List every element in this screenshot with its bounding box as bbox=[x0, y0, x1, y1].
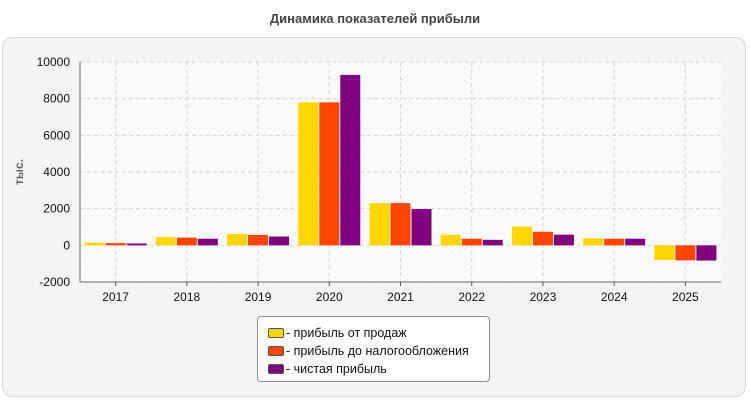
legend-swatch-pretax bbox=[268, 346, 284, 356]
bar-2018-series-2 bbox=[176, 237, 197, 246]
bar-2023-series-1 bbox=[511, 226, 532, 246]
bar-2025-series-1 bbox=[654, 245, 675, 260]
bar-2023-series-3 bbox=[553, 234, 574, 246]
bar-2021-series-2 bbox=[390, 203, 411, 246]
bar-2017-series-1 bbox=[84, 242, 105, 246]
chart-panel: -2000 0 2000 4000 6000 8000 10000 2017 2018 2019 2… bbox=[2, 37, 746, 397]
bar-2020-series-2 bbox=[319, 102, 340, 246]
bar-2021-series-3 bbox=[411, 209, 432, 246]
bar-2019-series-3 bbox=[269, 236, 290, 246]
bar-2020-series-3 bbox=[340, 74, 361, 246]
x-tick-label: 2022 bbox=[458, 290, 485, 304]
x-tick-label: 2019 bbox=[245, 290, 272, 304]
y-tick-label: 10000 bbox=[37, 55, 71, 69]
plot-background bbox=[80, 62, 721, 282]
bar-2020-series-1 bbox=[298, 102, 319, 246]
bar-2024-series-1 bbox=[583, 238, 604, 246]
bar-2022-series-2 bbox=[461, 238, 482, 246]
legend-item-sales: - прибыль от продаж bbox=[268, 324, 489, 342]
legend-label-pretax: - прибыль до налогообложения bbox=[286, 344, 469, 358]
y-tick-label: 4000 bbox=[43, 165, 70, 179]
bar-2022-series-1 bbox=[440, 234, 461, 246]
legend-label-sales: - прибыль от продаж bbox=[286, 326, 407, 340]
bar-2017-series-2 bbox=[105, 243, 126, 246]
legend-label-net: - чистая прибыль bbox=[286, 362, 387, 376]
legend-swatch-sales bbox=[268, 328, 284, 338]
bar-2025-series-2 bbox=[675, 245, 696, 261]
bar-2019-series-1 bbox=[227, 233, 248, 246]
bar-2019-series-2 bbox=[248, 234, 269, 246]
y-tick-label: 0 bbox=[63, 238, 70, 252]
bar-2024-series-2 bbox=[604, 238, 625, 246]
x-tick-label: 2023 bbox=[530, 290, 557, 304]
legend-swatch-net bbox=[268, 364, 284, 374]
y-tick-label: 6000 bbox=[43, 128, 70, 142]
x-tick-label: 2025 bbox=[672, 290, 699, 304]
bar-2024-series-3 bbox=[625, 238, 646, 246]
bar-2018-series-3 bbox=[197, 238, 218, 246]
bar-2025-series-3 bbox=[696, 245, 717, 261]
chart-title: Динамика показателей прибыли bbox=[269, 11, 481, 26]
bar-2022-series-3 bbox=[482, 239, 503, 246]
y-tick-label: 8000 bbox=[43, 92, 70, 106]
bars bbox=[84, 74, 717, 261]
y-tick-label: -2000 bbox=[39, 275, 70, 289]
x-tick-label: 2017 bbox=[102, 290, 129, 304]
y-axis-label: тыс. bbox=[12, 159, 26, 185]
legend-item-net: - чистая прибыль bbox=[268, 360, 489, 378]
bar-2017-series-3 bbox=[126, 243, 147, 246]
x-tick-label: 2020 bbox=[316, 290, 343, 304]
bar-2021-series-1 bbox=[369, 203, 390, 246]
x-tick-label: 2021 bbox=[387, 290, 414, 304]
y-tick-label: 2000 bbox=[43, 202, 70, 216]
legend: - прибыль от продаж - прибыль до налогоо… bbox=[257, 316, 490, 382]
x-tick-label: 2024 bbox=[601, 290, 628, 304]
bar-2023-series-2 bbox=[532, 231, 553, 246]
plot-area: -2000 0 2000 4000 6000 8000 10000 2017 2018 2019 2… bbox=[12, 55, 721, 304]
axes: -2000 0 2000 4000 6000 8000 10000 2017 2018 2019 2… bbox=[37, 55, 721, 304]
x-tick-label: 2018 bbox=[173, 290, 200, 304]
legend-item-pretax: - прибыль до налогообложения bbox=[268, 342, 489, 360]
bar-2018-series-1 bbox=[155, 237, 176, 246]
